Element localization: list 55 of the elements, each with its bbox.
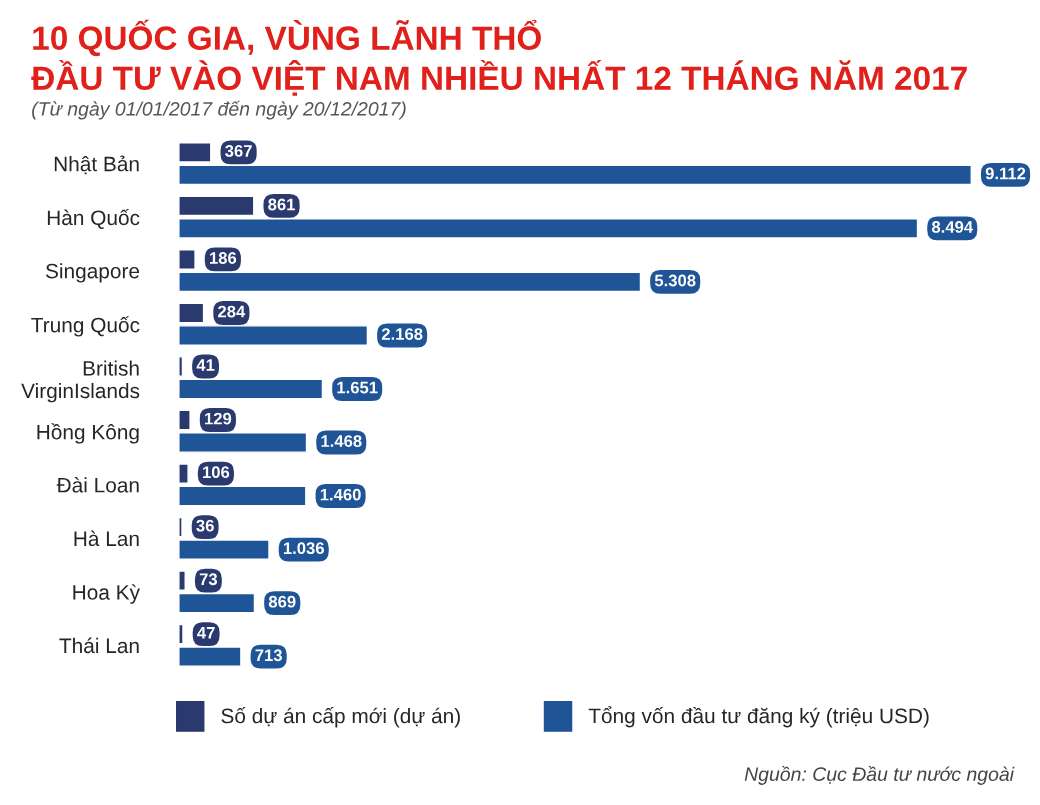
- bar: [178, 195, 255, 217]
- data-label: 869: [268, 595, 296, 608]
- data-label: 36: [196, 519, 214, 532]
- data-label: 2.168: [381, 328, 423, 340]
- data-label: 713: [255, 649, 282, 662]
- bar: [178, 271, 642, 293]
- y-tick-label: Đài Loan: [56, 477, 139, 493]
- y-tick-label: Thái Lan: [59, 637, 139, 654]
- bar: [178, 570, 186, 591]
- bar: [178, 463, 189, 484]
- bar: [178, 516, 183, 538]
- bar: [178, 249, 196, 270]
- y-tick-label: Hà Lan: [74, 530, 139, 547]
- chart-subtitle: (Từ ngày 01/01/2017 đến ngày 20/12/2017): [32, 100, 406, 120]
- data-label: 1.651: [337, 381, 378, 394]
- y-tick-label: Hoa Kỳ: [73, 584, 140, 604]
- bar: [178, 378, 324, 400]
- data-label: 861: [268, 198, 295, 211]
- bar: [178, 539, 270, 560]
- bar: [178, 592, 256, 614]
- data-label: 73: [199, 573, 218, 586]
- bar: [178, 218, 919, 239]
- data-label: 47: [197, 627, 215, 639]
- data-label: 5.308: [654, 274, 696, 287]
- y-tick-label: Trung Quốc: [31, 316, 140, 337]
- chart-title: 10 QUỐC GIA, VÙNG LÃNH THỔ ĐẦU TƯ VÀO VIỆT NAM NHIỀU NHẤT 12 THÁNG NĂM 2017: [31, 19, 967, 96]
- text: Nguồn: Cục Đầu tư nước ngoài: [744, 765, 1015, 785]
- bar: [178, 142, 212, 163]
- y-tick-label: Singapore: [45, 263, 140, 283]
- data-label: 8.494: [931, 221, 974, 233]
- bar: [178, 646, 242, 667]
- y-tick-label: Nhật Bản: [54, 155, 139, 175]
- bar: [178, 409, 191, 431]
- data-label: 367: [225, 145, 252, 157]
- data-label: 284: [218, 305, 246, 318]
- bar: [178, 623, 184, 645]
- data-label: 1.468: [321, 435, 362, 447]
- data-label: 9.112: [985, 167, 1026, 180]
- y-tick-label: Hàn Quốc: [47, 208, 140, 229]
- bar: [178, 325, 369, 346]
- bar: [178, 432, 308, 453]
- data-label: 1.036: [283, 542, 324, 555]
- y-tick-label: British VirginIslands: [21, 360, 140, 403]
- bar: [178, 485, 307, 507]
- legend-label: Số dự án cấp mới (dự án): [221, 707, 460, 728]
- bar: [178, 302, 205, 324]
- bar: [178, 164, 972, 186]
- data-label: 41: [196, 359, 215, 371]
- data-label: 129: [205, 412, 232, 425]
- data-label: 1.460: [320, 488, 361, 501]
- legend-label: Tổng vốn đầu tư đăng ký (triệu USD): [588, 706, 929, 728]
- data-label: 106: [203, 466, 230, 479]
- bar: [178, 356, 184, 377]
- data-label: 186: [209, 252, 237, 264]
- y-tick-label: Hồng Kông: [37, 423, 139, 444]
